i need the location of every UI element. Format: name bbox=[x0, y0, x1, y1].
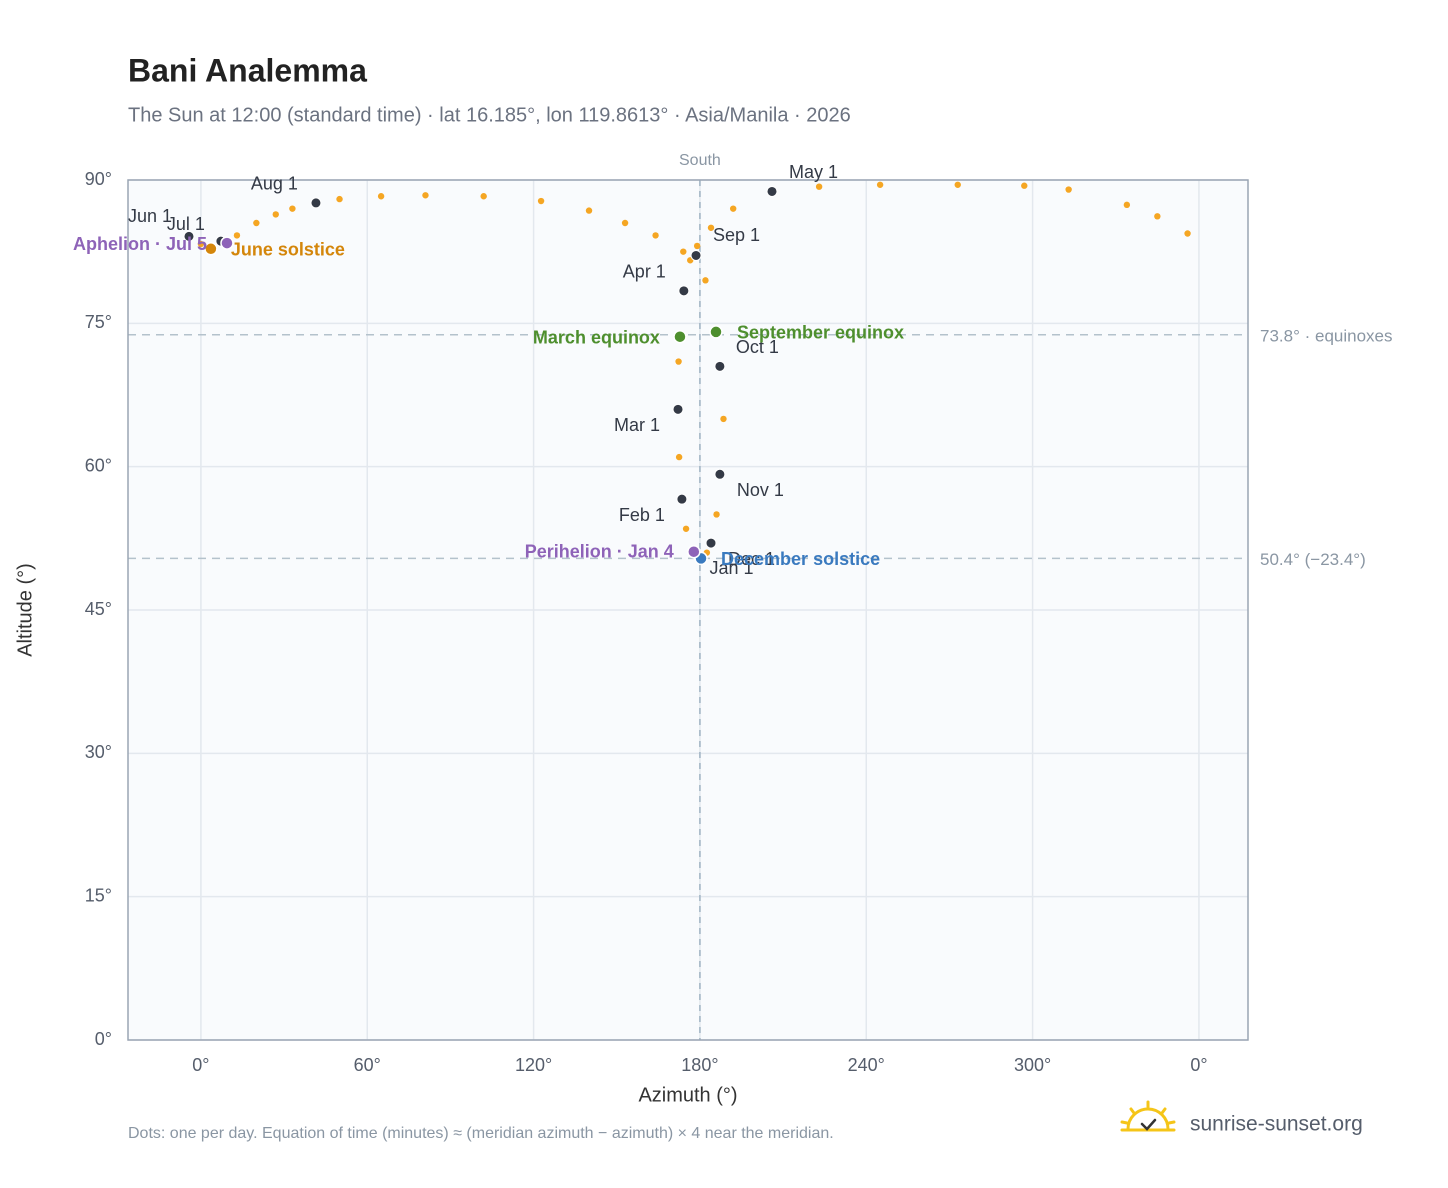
event-label: Aphelion · Jul 5 bbox=[73, 234, 207, 254]
day-dot bbox=[1065, 186, 1072, 193]
day-dot bbox=[422, 192, 429, 199]
day-dot bbox=[1184, 230, 1191, 237]
day-dot bbox=[707, 224, 715, 231]
y-tick-label: 15° bbox=[85, 885, 112, 905]
day-dot bbox=[680, 248, 687, 255]
month-label: Apr 1 bbox=[623, 262, 666, 282]
month-marker bbox=[714, 360, 726, 372]
month-marker bbox=[678, 285, 690, 297]
event-label: June solstice bbox=[231, 240, 345, 260]
event-marker bbox=[204, 242, 218, 256]
day-dot bbox=[954, 181, 961, 188]
day-dot bbox=[233, 232, 241, 239]
y-tick-label: 75° bbox=[85, 312, 112, 332]
day-dot bbox=[272, 211, 279, 218]
day-dot bbox=[537, 197, 545, 205]
month-label: Feb 1 bbox=[619, 505, 665, 525]
day-dot bbox=[621, 219, 629, 227]
brand: sunrise-sunset.org bbox=[1190, 1113, 1363, 1136]
day-dot bbox=[652, 232, 659, 239]
reference-lines bbox=[128, 180, 1248, 1040]
chart-title: Bani Analemma bbox=[128, 52, 367, 88]
day-dot bbox=[253, 219, 260, 227]
y-tick-label: 0° bbox=[95, 1029, 112, 1049]
month-label: Jan 1 bbox=[710, 558, 754, 578]
reference-label: 73.8° · equinoxes bbox=[1260, 326, 1393, 345]
month-label: Oct 1 bbox=[736, 337, 779, 357]
day-dot bbox=[480, 193, 487, 200]
plot-border bbox=[127, 179, 1249, 1041]
event-label: December solstice bbox=[721, 549, 880, 569]
month-marker bbox=[676, 493, 688, 505]
day-dot bbox=[693, 242, 701, 250]
day-dot bbox=[377, 193, 385, 200]
month-label: Aug 1 bbox=[251, 174, 298, 194]
day-dot bbox=[585, 207, 593, 214]
event-label: Perihelion · Jan 4 bbox=[525, 541, 674, 561]
day-dot bbox=[720, 415, 727, 423]
x-tick-label: 0° bbox=[192, 1055, 209, 1075]
day-dot bbox=[815, 183, 823, 190]
month-marker bbox=[183, 230, 195, 242]
x-tick-label: 60° bbox=[354, 1055, 381, 1075]
month-label: Nov 1 bbox=[737, 480, 784, 500]
x-tick-label: 0° bbox=[1190, 1055, 1207, 1075]
y-tick-label: 90° bbox=[85, 169, 112, 189]
month-label: May 1 bbox=[789, 162, 838, 182]
footnote: Dots: one per day. Equation of time (min… bbox=[128, 1125, 834, 1142]
day-dot bbox=[197, 240, 205, 248]
labels: 0° 15° 30° 45° 60° 75° 90° 0° 60° 120° 180° 240° 300… bbox=[73, 152, 1393, 1075]
marks bbox=[183, 181, 1191, 566]
event-marker bbox=[687, 544, 701, 559]
day-dot bbox=[675, 453, 683, 461]
event-marker bbox=[709, 325, 723, 339]
x-tick-label: 240° bbox=[848, 1055, 885, 1075]
y-tick-label: 30° bbox=[85, 742, 112, 762]
day-dot bbox=[336, 195, 343, 203]
y-axis-label: Altitude (°) bbox=[14, 563, 36, 657]
month-marker bbox=[766, 185, 778, 197]
month-label: Sep 1 bbox=[713, 225, 760, 245]
day-dot bbox=[876, 181, 884, 188]
month-label: Jun 1 bbox=[128, 206, 172, 226]
day-dot bbox=[682, 525, 690, 532]
month-marker bbox=[310, 197, 322, 209]
month-marker bbox=[690, 249, 702, 261]
x-tick-label: 120° bbox=[515, 1055, 552, 1075]
month-marker bbox=[705, 537, 717, 549]
month-label: Jul 1 bbox=[167, 214, 205, 234]
day-dot bbox=[289, 205, 296, 212]
chart-subtitle: The Sun at 12:00 (standard time) · lat 1… bbox=[128, 104, 851, 126]
y-tick-label: 60° bbox=[85, 455, 112, 475]
meridian-label: South bbox=[679, 152, 721, 169]
event-marker bbox=[220, 236, 234, 250]
day-dot bbox=[1021, 182, 1028, 189]
day-dot bbox=[1154, 213, 1161, 220]
day-dot bbox=[675, 358, 682, 365]
event-label: March equinox bbox=[533, 327, 660, 347]
month-label: Mar 1 bbox=[614, 415, 660, 435]
x-axis-label: Azimuth (°) bbox=[638, 1084, 737, 1106]
day-dot bbox=[729, 205, 737, 212]
x-tick-label: 300° bbox=[1014, 1055, 1051, 1075]
reference-label: 50.4° (−23.4°) bbox=[1260, 550, 1366, 569]
brand-logo bbox=[1120, 1100, 1176, 1132]
day-dot bbox=[1123, 201, 1131, 209]
month-label: Dec 1 bbox=[728, 549, 775, 569]
month-marker bbox=[672, 403, 684, 415]
event-label: September equinox bbox=[737, 323, 904, 343]
month-marker bbox=[714, 468, 726, 480]
y-tick-label: 45° bbox=[85, 599, 112, 619]
day-dot bbox=[713, 511, 720, 518]
day-dot bbox=[702, 277, 709, 284]
x-tick-label: 180° bbox=[681, 1055, 718, 1075]
event-marker bbox=[673, 329, 687, 344]
